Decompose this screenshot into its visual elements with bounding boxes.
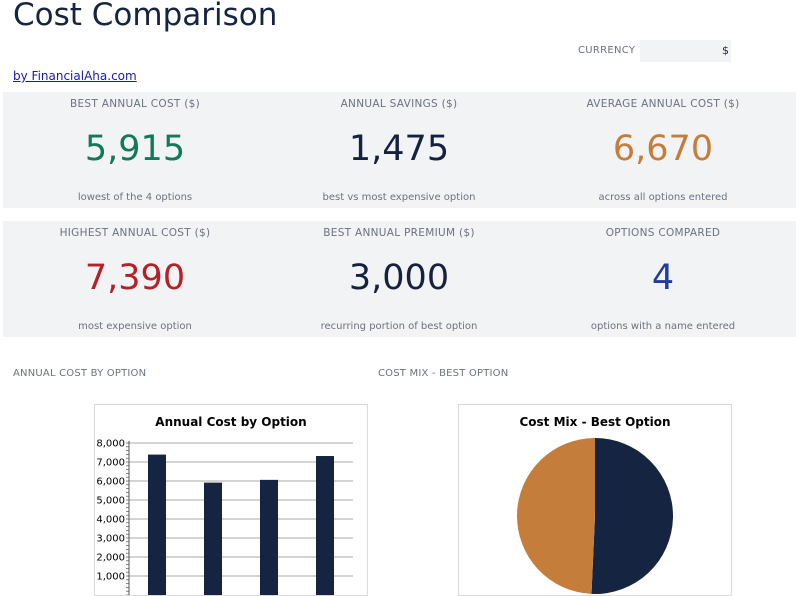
kpi-options-compared: OPTIONS COMPARED 4 options with a name e… [531,221,795,337]
bar [316,456,334,595]
kpi-label: ANNUAL SAVINGS ($) [340,98,458,110]
pie-chart-title: Cost Mix - Best Option [519,415,671,429]
currency-value: $ [722,44,729,57]
kpi-value: 4 [651,258,675,298]
bar-chart-svg: 1,000 2,000 3,000 4,000 5,000 6,000 7,000 8,000 [96,439,353,595]
kpi-label: AVERAGE ANNUAL COST ($) [586,98,740,110]
kpi-best-annual-cost: BEST ANNUAL COST ($) 5,915 lowest of the… [3,92,267,208]
kpi-highest-annual-cost: HIGHEST ANNUAL COST ($) 7,390 most expen… [3,221,267,337]
kpi-value: 5,915 [84,129,186,169]
y-tick-label: 4,000 [96,515,125,526]
kpi-subtext: lowest of the 4 options [77,192,193,203]
kpi-value: 6,670 [612,129,714,169]
currency-input[interactable]: $ [640,40,731,62]
y-tick-label: 7,000 [96,458,125,469]
y-tick-label: 1,000 [96,572,125,583]
bar [260,479,278,595]
kpi-best-annual-premium: BEST ANNUAL PREMIUM ($) 3,000 recurring … [267,221,531,337]
byline-link[interactable]: by FinancialAha.com [13,69,137,83]
pie-slice [591,438,673,594]
y-tick-label: 3,000 [96,534,125,545]
kpi-row-2: HIGHEST ANNUAL COST ($) 7,390 most expen… [3,221,796,337]
kpi-label: BEST ANNUAL COST ($) [69,98,201,110]
y-tick-label: 2,000 [96,553,125,564]
page-title: Cost Comparison [13,0,278,33]
kpi-annual-savings: ANNUAL SAVINGS ($) 1,475 best vs most ex… [267,92,531,208]
kpi-subtext: most expensive option [78,321,192,332]
kpi-subtext: options with a name entered [590,321,736,332]
kpi-label: BEST ANNUAL PREMIUM ($) [323,227,475,239]
bar [148,454,166,595]
kpi-average-annual-cost: AVERAGE ANNUAL COST ($) 6,670 across all… [531,92,795,208]
kpi-value: 1,475 [348,129,450,169]
pie-chart-svg [516,438,673,594]
pie-slice [516,438,595,594]
currency-label: CURRENCY [578,45,636,56]
y-tick-label: 5,000 [96,496,125,507]
kpi-subtext: best vs most expensive option [322,192,476,203]
y-tick-label: 6,000 [96,477,125,488]
kpi-value: 3,000 [348,258,450,298]
kpi-row-1: BEST ANNUAL COST ($) 5,915 lowest of the… [3,92,796,208]
bar-chart: Annual Cost by Option 1,000 2,000 3,000 4,0… [94,404,368,596]
y-tick-label: 8,000 [96,439,125,450]
pie-chart: Cost Mix - Best Option [458,404,732,596]
kpi-subtext: recurring portion of best option [320,321,478,332]
pie-section-label: COST MIX - BEST OPTION [378,368,509,379]
kpi-label: HIGHEST ANNUAL COST ($) [59,227,211,239]
kpi-label: OPTIONS COMPARED [605,227,721,239]
bar-chart-title: Annual Cost by Option [155,415,307,429]
bar [204,482,222,595]
kpi-subtext: across all options entered [598,192,728,203]
kpi-value: 7,390 [84,258,186,298]
bar-section-label: ANNUAL COST BY OPTION [13,368,147,379]
